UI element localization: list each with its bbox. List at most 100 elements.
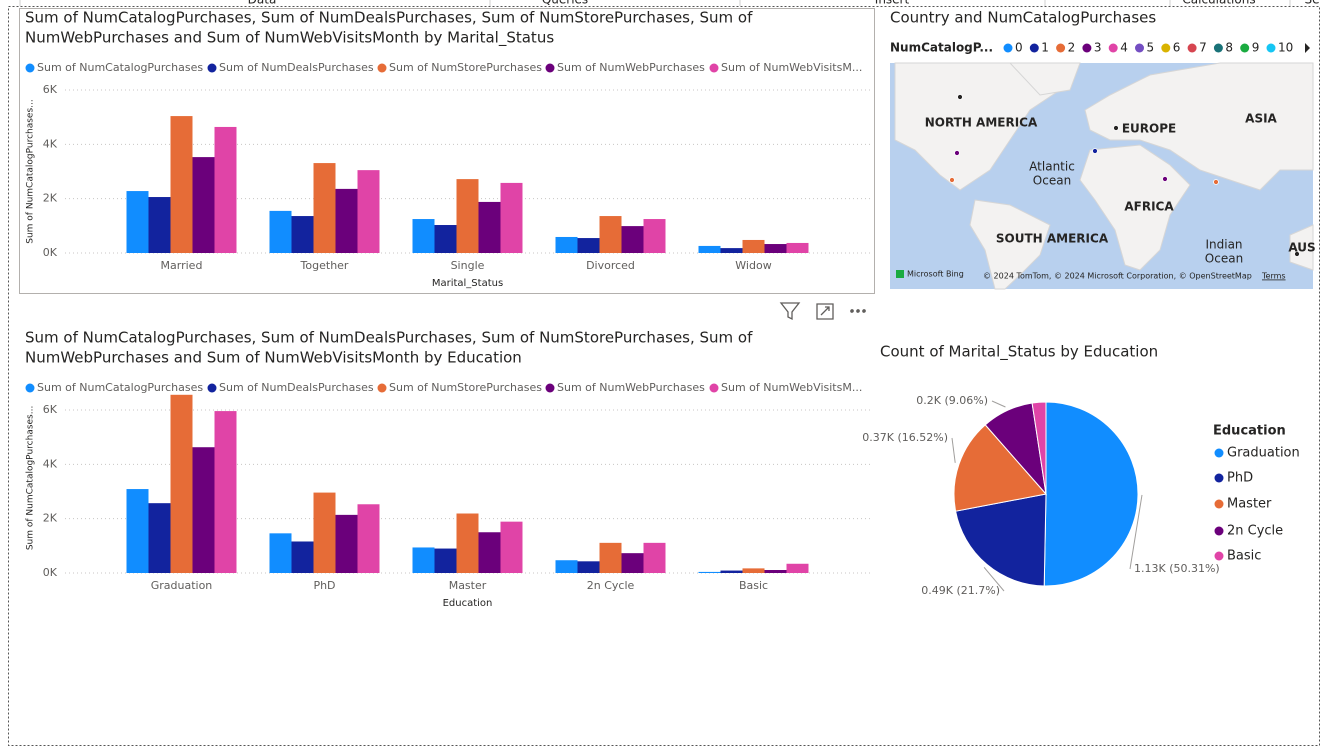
- ribbon-tab: Queries: [542, 0, 588, 7]
- bar: [269, 533, 292, 573]
- visual-header-icons[interactable]: [779, 302, 866, 321]
- bar: [698, 571, 721, 573]
- map-attribution: © 2024 TomTom, © 2024 Microsoft Corporat…: [983, 272, 1252, 281]
- legend-label: Sum of NumDealsPurchases: [219, 61, 374, 74]
- x-tick-label: Graduation: [151, 579, 213, 592]
- legend-label: 1: [1041, 41, 1049, 55]
- bar: [313, 492, 336, 573]
- bar: [478, 201, 501, 253]
- y-tick-label: 4K: [43, 457, 58, 470]
- bar: [148, 503, 171, 573]
- map-region-label: EUROPE: [1122, 122, 1176, 136]
- map-logo: Microsoft Bing: [907, 270, 964, 279]
- legend-marker: [1214, 499, 1224, 509]
- map-point: [1294, 251, 1300, 257]
- legend-marker: [377, 383, 387, 393]
- bar: [764, 570, 787, 573]
- chart-title: Sum of NumCatalogPurchases, Sum of NumDe…: [25, 9, 753, 27]
- legend-label: 8: [1225, 41, 1233, 55]
- legend-marker: [709, 63, 719, 73]
- legend-marker: [1214, 526, 1224, 536]
- legend-label: Sum of NumWebPurchases: [557, 381, 705, 394]
- map-ocean-label: Atlantic: [1029, 160, 1075, 174]
- legend-marker: [1214, 448, 1224, 458]
- bar: [786, 242, 809, 253]
- page-border: [8, 6, 1320, 746]
- pie-slice: [953, 424, 1047, 512]
- map-point: [1162, 176, 1168, 182]
- x-axis-title: Marital_Status: [432, 278, 503, 289]
- legend-marker: [1214, 551, 1224, 561]
- bar: [269, 210, 292, 253]
- legend-marker: [1213, 43, 1223, 53]
- more-icon[interactable]: [850, 309, 854, 313]
- legend-title: Education: [1213, 424, 1286, 439]
- map-terms: Terms: [1261, 272, 1286, 281]
- x-tick-label: 2n Cycle: [587, 579, 635, 592]
- more-icon[interactable]: [862, 309, 866, 313]
- bar: [599, 542, 622, 573]
- legend-next: [1305, 43, 1310, 53]
- bar: [170, 116, 193, 253]
- bar: [621, 553, 644, 573]
- legend-marker: [1003, 43, 1013, 53]
- legend-label: Master: [1227, 497, 1272, 512]
- bar: [555, 560, 578, 573]
- bar: [291, 541, 314, 573]
- map-region-label: NORTH AMERICA: [925, 116, 1038, 130]
- map-point: [1113, 125, 1119, 131]
- legend-marker: [1187, 43, 1197, 53]
- legend-marker: [25, 383, 35, 393]
- x-tick-label: Basic: [739, 579, 768, 592]
- legend-label: 7: [1199, 41, 1207, 55]
- x-tick-label: Widow: [735, 259, 771, 272]
- y-tick-label: 6K: [43, 403, 58, 416]
- map-region-label: SOUTH AMERICA: [996, 232, 1109, 246]
- filter-icon[interactable]: [779, 302, 801, 321]
- legend-label: 2: [1068, 41, 1076, 55]
- map-region-label: AUS: [1288, 241, 1315, 255]
- bar: [434, 548, 457, 573]
- legend-label: Sum of NumWebVisitsM...: [721, 381, 862, 394]
- x-tick-label: Master: [449, 579, 487, 592]
- bar: [357, 504, 380, 573]
- map-point: [949, 177, 955, 183]
- legend-marker: [25, 63, 35, 73]
- x-axis-title: Education: [443, 598, 493, 609]
- bar: [313, 163, 336, 253]
- leader-line: [991, 400, 1006, 408]
- bar: [621, 226, 644, 253]
- legend-marker: [207, 63, 217, 73]
- legend-label: Sum of NumDealsPurchases: [219, 381, 374, 394]
- legend-label: 10: [1278, 41, 1293, 55]
- legend-label: Sum of NumCatalogPurchases: [37, 381, 203, 394]
- legend-marker: [377, 63, 387, 73]
- legend-marker: [1082, 43, 1092, 53]
- y-tick-label: 0K: [43, 246, 58, 259]
- bar: [456, 513, 479, 573]
- bar: [456, 179, 479, 253]
- y-tick-label: 2K: [43, 512, 58, 525]
- y-axis-title: Sum of NumCatalogPurchases...: [26, 99, 36, 244]
- map-land: [1079, 144, 1191, 271]
- bar: [170, 394, 193, 573]
- bar: [742, 568, 765, 573]
- legend-label: Sum of NumCatalogPurchases: [37, 61, 203, 74]
- map-land: [969, 199, 1051, 290]
- bar: [764, 244, 787, 253]
- legend-label: 2n Cycle: [1227, 524, 1283, 539]
- legend-marker: [1056, 43, 1066, 53]
- bar: [742, 239, 765, 253]
- y-tick-label: 4K: [43, 137, 58, 150]
- legend-marker: [1266, 43, 1276, 53]
- legend-label: Graduation: [1227, 446, 1300, 461]
- x-tick-label: Together: [300, 259, 349, 272]
- bar: [577, 238, 600, 253]
- more-icon[interactable]: [856, 309, 860, 313]
- bar: [698, 245, 721, 253]
- focus-icon[interactable]: [816, 303, 834, 320]
- map-legend-title: NumCatalogP...: [890, 41, 993, 55]
- legend-label: Sum of NumStorePurchases: [389, 381, 542, 394]
- legend-marker: [1161, 43, 1171, 53]
